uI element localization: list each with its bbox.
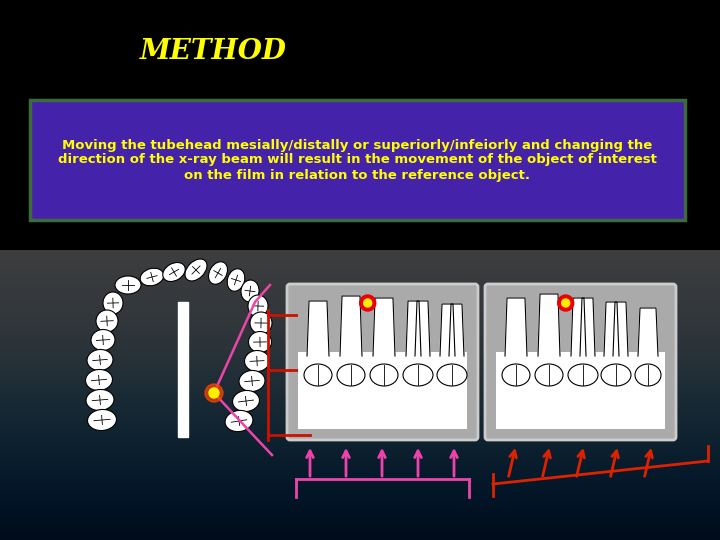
Ellipse shape [96, 310, 118, 332]
FancyBboxPatch shape [496, 295, 665, 429]
Bar [0, 250, 720, 540]
Circle shape [360, 295, 376, 311]
Bar [298, 295, 467, 352]
Ellipse shape [568, 364, 598, 386]
Polygon shape [449, 304, 464, 356]
Polygon shape [580, 298, 595, 356]
Ellipse shape [248, 332, 271, 353]
Ellipse shape [185, 259, 207, 281]
Ellipse shape [86, 369, 112, 390]
Polygon shape [638, 308, 658, 356]
FancyBboxPatch shape [485, 284, 676, 440]
Ellipse shape [88, 409, 117, 430]
Ellipse shape [502, 364, 530, 386]
Ellipse shape [250, 312, 272, 334]
Ellipse shape [87, 349, 113, 370]
Ellipse shape [228, 269, 245, 291]
Ellipse shape [601, 364, 631, 386]
Polygon shape [604, 302, 619, 356]
Polygon shape [505, 298, 527, 356]
Ellipse shape [86, 389, 114, 410]
Polygon shape [373, 298, 395, 356]
Polygon shape [613, 302, 628, 356]
Polygon shape [571, 298, 586, 356]
Ellipse shape [241, 280, 259, 302]
Ellipse shape [103, 292, 123, 314]
Ellipse shape [304, 364, 332, 386]
Ellipse shape [337, 364, 365, 386]
Ellipse shape [248, 295, 268, 317]
Polygon shape [415, 301, 430, 356]
Ellipse shape [370, 364, 398, 386]
Polygon shape [538, 294, 560, 356]
FancyBboxPatch shape [30, 100, 685, 220]
Ellipse shape [209, 262, 228, 284]
Ellipse shape [403, 364, 433, 386]
Polygon shape [440, 304, 455, 356]
Circle shape [364, 299, 372, 307]
Polygon shape [307, 301, 329, 356]
Ellipse shape [245, 350, 269, 372]
Polygon shape [340, 296, 362, 356]
Ellipse shape [163, 262, 185, 281]
Circle shape [209, 388, 219, 398]
FancyBboxPatch shape [287, 284, 478, 440]
Ellipse shape [239, 370, 265, 392]
Circle shape [205, 384, 223, 402]
Bar [178, 302, 188, 437]
Text: Moving the tubehead mesially/distally or superiorly/infeiorly and changing the
d: Moving the tubehead mesially/distally or… [58, 138, 657, 181]
Ellipse shape [535, 364, 563, 386]
Bar [496, 295, 665, 352]
Ellipse shape [233, 390, 259, 411]
Ellipse shape [115, 276, 141, 294]
Circle shape [562, 299, 570, 307]
Text: METHOD: METHOD [140, 38, 287, 65]
Ellipse shape [91, 329, 115, 350]
Polygon shape [406, 301, 421, 356]
Ellipse shape [140, 268, 163, 286]
Ellipse shape [635, 364, 661, 386]
FancyBboxPatch shape [298, 295, 467, 429]
Circle shape [558, 295, 574, 311]
Ellipse shape [437, 364, 467, 386]
Ellipse shape [225, 410, 253, 431]
